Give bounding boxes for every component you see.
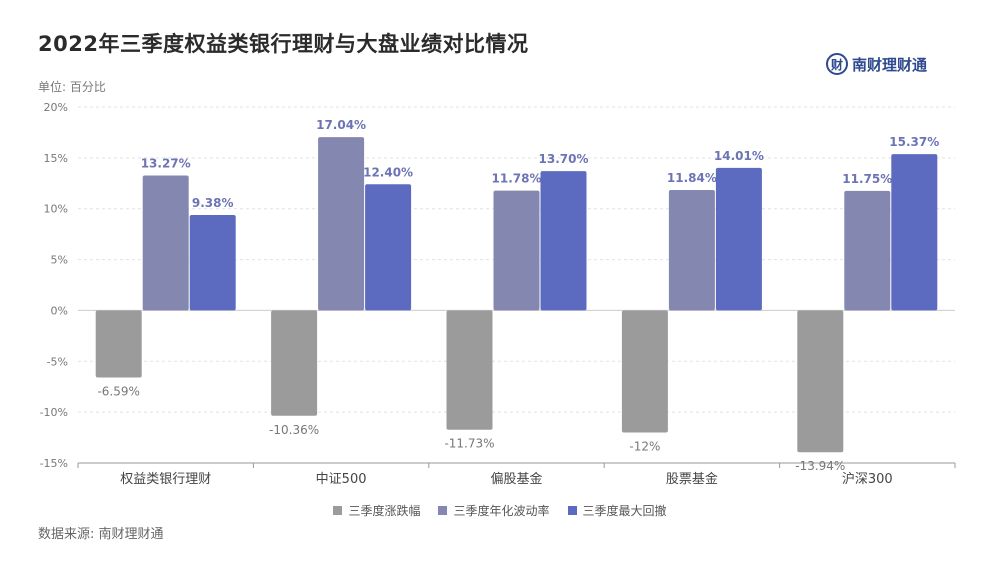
data-label: 13.27% [141,156,191,170]
bar [797,310,844,453]
legend-swatch-volatility [438,506,448,515]
bar [318,137,365,311]
bar [189,215,236,311]
data-label: 14.01% [714,149,764,163]
data-label: -6.59% [97,384,139,398]
x-tick-label: 偏股基金 [490,471,542,487]
bar [365,184,412,311]
data-label: 11.78% [492,172,542,186]
data-label: 17.04% [316,118,366,132]
x-tick-label: 股票基金 [666,471,718,487]
data-source: 数据来源: 南财理财通 [38,527,164,542]
legend-item-drawdown: 三季度最大回撤 [567,502,667,519]
bar [540,171,587,311]
legend-swatch-change [333,506,343,515]
data-label: -11.73% [444,437,494,451]
y-tick-label: 15% [44,152,68,165]
y-tick-label: -10% [40,406,68,419]
bar [715,167,762,311]
legend-label-change: 三季度涨跌幅 [348,504,421,518]
legend-label-volatility: 三季度年化波动率 [453,504,550,518]
brand-logo: 财 南财理财通 [826,50,927,78]
x-tick-label: 中证500 [316,472,367,487]
y-tick-label: 10% [44,203,68,216]
bar [142,175,189,311]
legend-item-volatility: 三季度年化波动率 [438,502,550,519]
bar [891,154,938,311]
y-tick-label: -15% [40,457,68,470]
x-tick-label: 权益类银行理财 [120,471,211,487]
x-tick-label: 沪深300 [842,471,893,487]
data-label: 15.37% [889,135,939,149]
data-label: 11.84% [667,171,717,185]
bar [271,310,318,416]
legend-item-change: 三季度涨跌幅 [333,502,420,519]
y-tick-label: 20% [44,101,68,114]
y-tick-label: -5% [47,355,68,368]
bar [95,310,142,378]
data-label: -13.94% [795,459,845,473]
y-tick-label: 5% [51,254,68,267]
legend-label-drawdown: 三季度最大回撤 [582,504,667,518]
data-label: 11.75% [842,172,892,186]
data-label: 13.70% [539,152,589,166]
logo-icon: 财 [826,53,848,75]
data-label: 9.38% [192,196,234,210]
y-tick-label: 0% [51,304,68,317]
data-label: -10.36% [269,423,319,437]
legend-swatch-drawdown [567,506,577,515]
bar [621,310,668,433]
logo-text: 南财理财通 [852,55,928,74]
data-label: 12.40% [363,165,413,179]
bar [844,190,891,311]
data-label: -12% [629,439,660,453]
bar [668,189,715,311]
bar [446,310,493,430]
bar [493,190,540,311]
unit-label: 单位: 百分比 [38,80,106,94]
chart-legend: 三季度涨跌幅 三季度年化波动率 三季度最大回撤 [0,502,1000,519]
page-title: 2022年三季度权益类银行理财与大盘业绩对比情况 [38,32,529,56]
